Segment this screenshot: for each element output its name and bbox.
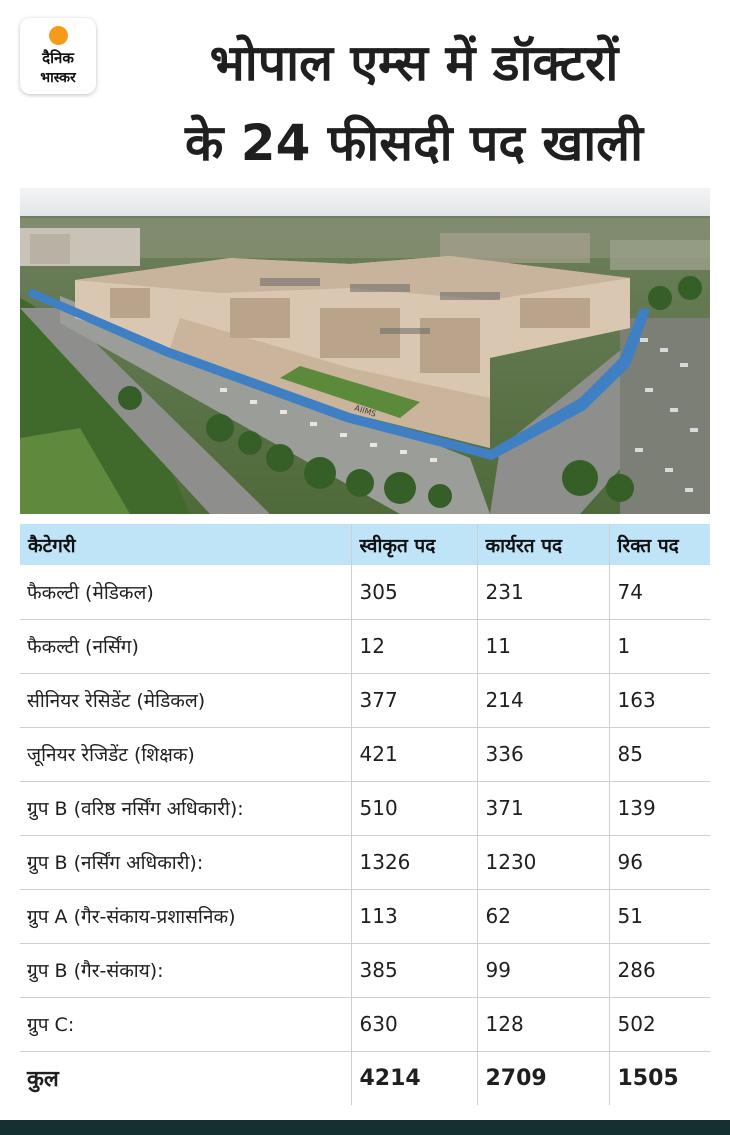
sanctioned-cell: 1326: [350, 835, 477, 890]
total-row: कुल 4214 2709 1505: [20, 1051, 710, 1105]
table-row: फैकल्टी (मेडिकल) 305 231 74: [20, 565, 710, 620]
sun-icon: [49, 26, 68, 45]
table-row: जूनियर रेजिडेंट (शिक्षक) 421 336 85: [20, 727, 710, 782]
table-row: ग्रुप A (गैर-संकाय-प्रशासनिक) 113 62 51: [20, 889, 710, 944]
bottom-bar: [0, 1120, 730, 1135]
category-cell: जूनियर रेजिडेंट (शिक्षक): [20, 727, 351, 782]
column-header-category: कैटेगरी: [28, 534, 76, 557]
sanctioned-cell: 421: [350, 727, 477, 782]
working-cell: 214: [476, 673, 609, 728]
total-vacant: 1505: [608, 1051, 710, 1105]
vacant-cell: 74: [608, 565, 710, 620]
sanctioned-cell: 385: [350, 943, 477, 998]
working-cell: 11: [476, 619, 609, 674]
total-working: 2709: [476, 1051, 609, 1105]
working-cell: 99: [476, 943, 609, 998]
category-cell: ग्रुप B (वरिष्ठ नर्सिंग अधिकारी):: [20, 781, 351, 836]
working-cell: 371: [476, 781, 609, 836]
table-row: ग्रुप C: 630 128 502: [20, 997, 710, 1052]
vacant-cell: 96: [608, 835, 710, 890]
logo-text-line1: दैनिक: [42, 49, 74, 67]
sanctioned-cell: 12: [350, 619, 477, 674]
vacant-cell: 1: [608, 619, 710, 674]
logo-text-line2: भास्कर: [40, 70, 76, 86]
total-sanctioned: 4214: [350, 1051, 477, 1105]
vacant-cell: 51: [608, 889, 710, 944]
category-cell: ग्रुप A (गैर-संकाय-प्रशासनिक): [20, 889, 351, 944]
table-header-row: कैटेगरी स्वीकृत पद कार्यरत पद रिक्त पद: [20, 524, 710, 565]
working-cell: 336: [476, 727, 609, 782]
table-row: फैकल्टी (नर्सिंग) 12 11 1: [20, 619, 710, 674]
column-header-sanctioned: स्वीकृत पद: [350, 524, 477, 565]
vacant-cell: 85: [608, 727, 710, 782]
working-cell: 1230: [476, 835, 609, 890]
headline-line1: भोपाल एम्स में डॉक्टरों: [209, 34, 619, 92]
category-cell: फैकल्टी (नर्सिंग): [20, 619, 351, 674]
column-header-working: कार्यरत पद: [476, 524, 609, 565]
sanctioned-cell: 113: [350, 889, 477, 944]
aiims-aerial-photo: AIIMS: [20, 188, 710, 514]
vacant-cell: 163: [608, 673, 710, 728]
working-cell: 62: [476, 889, 609, 944]
table-row: ग्रुप B (गैर-संकाय): 385 99 286: [20, 943, 710, 998]
category-cell: ग्रुप B (गैर-संकाय):: [20, 943, 351, 998]
sanctioned-cell: 510: [350, 781, 477, 836]
sanctioned-cell: 305: [350, 565, 477, 620]
total-label: कुल: [27, 1067, 59, 1093]
table-row: सीनियर रेसिडेंट (मेडिकल) 377 214 163: [20, 673, 710, 728]
vacant-cell: 139: [608, 781, 710, 836]
sanctioned-cell: 630: [350, 997, 477, 1052]
sanctioned-cell: 377: [350, 673, 477, 728]
category-cell: सीनियर रेसिडेंट (मेडिकल): [20, 673, 351, 728]
category-cell: ग्रुप B (नर्सिंग अधिकारी):: [20, 835, 351, 890]
table-row: ग्रुप B (नर्सिंग अधिकारी): 1326 1230 96: [20, 835, 710, 890]
working-cell: 128: [476, 997, 609, 1052]
headline-line2: के 24 फीसदी पद खाली: [184, 114, 644, 172]
vacancy-table: कैटेगरी स्वीकृत पद कार्यरत पद रिक्त पद फ…: [20, 524, 710, 1105]
vacant-cell: 502: [608, 997, 710, 1052]
vacant-cell: 286: [608, 943, 710, 998]
dainik-bhaskar-logo: दैनिक भास्कर: [20, 18, 96, 94]
working-cell: 231: [476, 565, 609, 620]
table-row: ग्रुप B (वरिष्ठ नर्सिंग अधिकारी): 510 37…: [20, 781, 710, 836]
column-header-vacant: रिक्त पद: [608, 524, 710, 565]
category-cell: ग्रुप C:: [20, 997, 351, 1052]
category-cell: फैकल्टी (मेडिकल): [20, 565, 351, 620]
